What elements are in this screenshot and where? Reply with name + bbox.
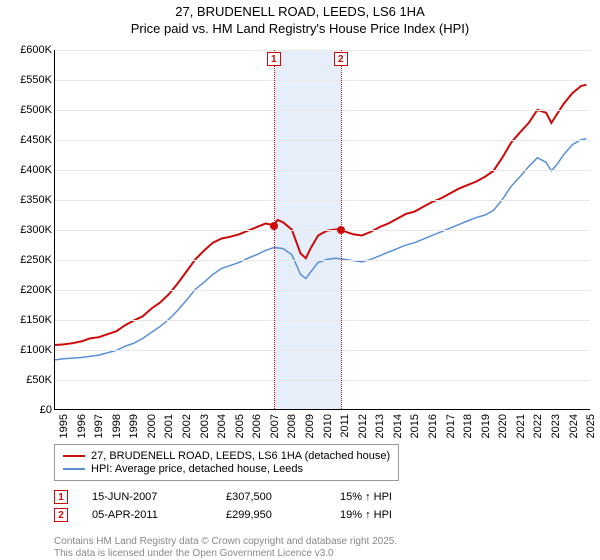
event-vline <box>274 50 275 409</box>
x-tick-label: 2005 <box>234 414 246 438</box>
x-tick-label: 2011 <box>339 414 351 438</box>
y-tick-label: £100K <box>4 344 52 356</box>
legend-row: HPI: Average price, detached house, Leed… <box>63 463 390 475</box>
chart-legend: 27, BRUDENELL ROAD, LEEDS, LS6 1HA (deta… <box>54 444 399 481</box>
x-tick-label: 2009 <box>304 414 316 438</box>
x-tick-label: 2018 <box>462 414 474 438</box>
y-tick-label: £450K <box>4 134 52 146</box>
y-tick-label: £0 <box>4 404 52 416</box>
x-tick-label: 2000 <box>146 414 158 438</box>
x-tick-label: 2007 <box>269 414 281 438</box>
gridline <box>55 320 590 321</box>
x-tick-label: 2003 <box>199 414 211 438</box>
y-tick-label: £600K <box>4 44 52 56</box>
x-tick-label: 2013 <box>374 414 386 438</box>
sale-row: 1 15-JUN-2007 £307,500 15% ↑ HPI <box>54 490 392 504</box>
gridline <box>55 380 590 381</box>
series-line-price_paid <box>55 85 587 345</box>
y-tick-label: £550K <box>4 74 52 86</box>
gridline <box>55 230 590 231</box>
event-marker-box: 1 <box>267 52 281 66</box>
x-tick-label: 2010 <box>322 414 334 438</box>
x-tick-label: 2019 <box>480 414 492 438</box>
x-tick-label: 1998 <box>111 414 123 438</box>
x-tick-label: 2004 <box>216 414 228 438</box>
gridline <box>55 260 590 261</box>
y-tick-label: £400K <box>4 164 52 176</box>
attribution-line-2: This data is licensed under the Open Gov… <box>54 548 397 560</box>
sale-price: £299,950 <box>226 509 316 521</box>
sale-events: 1 15-JUN-2007 £307,500 15% ↑ HPI 2 05-APR-201… <box>54 490 392 526</box>
sale-marker-box: 1 <box>54 490 68 504</box>
attribution: Contains HM Land Registry data © Crown c… <box>54 536 397 560</box>
x-tick-label: 1995 <box>58 414 70 438</box>
x-tick-label: 2023 <box>550 414 562 438</box>
y-tick-label: £250K <box>4 254 52 266</box>
x-tick-label: 2020 <box>497 414 509 438</box>
legend-swatch <box>63 455 85 457</box>
title-line-1: 27, BRUDENELL ROAD, LEEDS, LS6 1HA <box>0 4 600 21</box>
series-line-hpi <box>55 139 587 360</box>
y-tick-label: £200K <box>4 284 52 296</box>
x-tick-label: 2014 <box>392 414 404 438</box>
title-line-2: Price paid vs. HM Land Registry's House … <box>0 21 600 38</box>
x-tick-label: 2015 <box>409 414 421 438</box>
gridline <box>55 170 590 171</box>
legend-label: 27, BRUDENELL ROAD, LEEDS, LS6 1HA (deta… <box>91 450 390 462</box>
event-marker-box: 2 <box>334 52 348 66</box>
sale-date: 05-APR-2011 <box>92 509 202 521</box>
x-tick-label: 2006 <box>251 414 263 438</box>
y-tick-label: £300K <box>4 224 52 236</box>
x-tick-label: 2012 <box>357 414 369 438</box>
x-tick-label: 2021 <box>515 414 527 438</box>
x-tick-label: 2022 <box>532 414 544 438</box>
x-tick-label: 1999 <box>128 414 140 438</box>
x-tick-label: 2024 <box>568 414 580 438</box>
chart-title: 27, BRUDENELL ROAD, LEEDS, LS6 1HA Price… <box>0 0 600 38</box>
legend-label: HPI: Average price, detached house, Leed… <box>91 463 303 475</box>
y-tick-label: £150K <box>4 314 52 326</box>
gridline <box>55 350 590 351</box>
legend-row: 27, BRUDENELL ROAD, LEEDS, LS6 1HA (deta… <box>63 450 390 462</box>
attribution-line-1: Contains HM Land Registry data © Crown c… <box>54 536 397 548</box>
sale-date: 15-JUN-2007 <box>92 491 202 503</box>
series-marker <box>270 222 278 230</box>
gridline <box>55 80 590 81</box>
sale-row: 2 05-APR-2011 £299,950 19% ↑ HPI <box>54 508 392 522</box>
gridline <box>55 110 590 111</box>
gridline <box>55 50 590 51</box>
sale-diff: 19% ↑ HPI <box>340 509 392 521</box>
x-tick-label: 2002 <box>181 414 193 438</box>
y-tick-label: £50K <box>4 374 52 386</box>
series-marker <box>337 226 345 234</box>
x-tick-label: 2008 <box>286 414 298 438</box>
legend-swatch <box>63 468 85 470</box>
sale-price: £307,500 <box>226 491 316 503</box>
y-tick-label: £350K <box>4 194 52 206</box>
x-tick-label: 2016 <box>427 414 439 438</box>
y-tick-label: £500K <box>4 104 52 116</box>
sale-diff: 15% ↑ HPI <box>340 491 392 503</box>
x-tick-label: 2001 <box>163 414 175 438</box>
chart-plot-area: 12 <box>54 50 590 410</box>
gridline <box>55 200 590 201</box>
x-tick-label: 2017 <box>445 414 457 438</box>
x-tick-label: 1996 <box>76 414 88 438</box>
x-tick-label: 1997 <box>93 414 105 438</box>
sale-marker-box: 2 <box>54 508 68 522</box>
gridline <box>55 140 590 141</box>
x-tick-label: 2025 <box>585 414 597 438</box>
gridline <box>55 290 590 291</box>
